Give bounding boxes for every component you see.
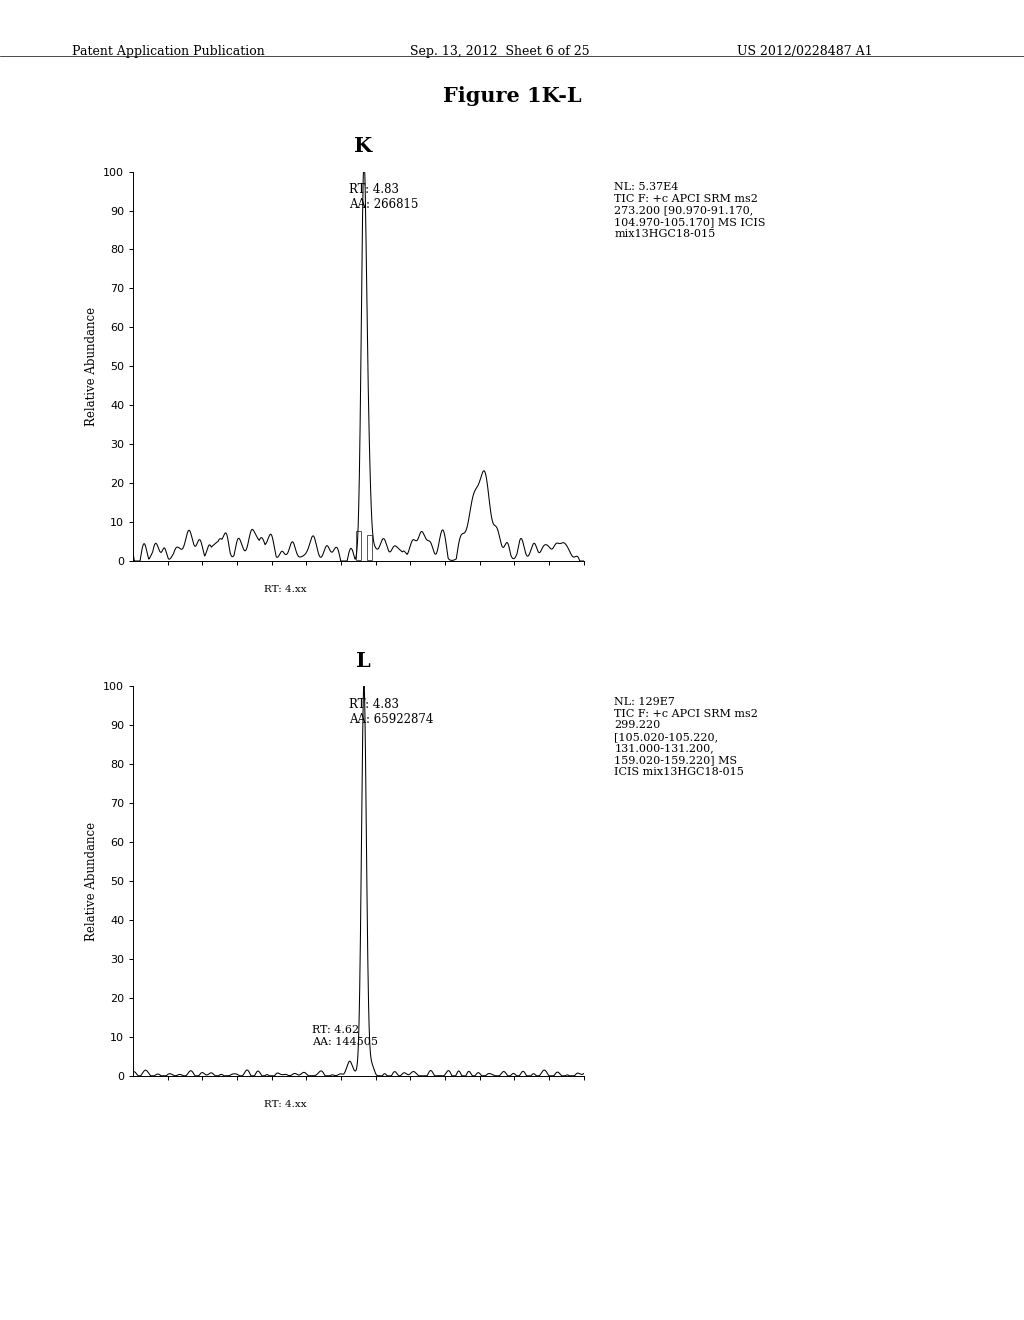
- Text: Patent Application Publication: Patent Application Publication: [72, 45, 264, 58]
- Text: K: K: [354, 136, 373, 156]
- Bar: [355, 531, 360, 560]
- Text: US 2012/0228487 A1: US 2012/0228487 A1: [737, 45, 872, 58]
- Text: NL: 129E7
TIC F: +c APCI SRM ms2
299.220
[105.020-105.220,
131.000-131.200,
159.: NL: 129E7 TIC F: +c APCI SRM ms2 299.220…: [614, 697, 759, 776]
- Text: L: L: [356, 651, 371, 671]
- Bar: [367, 535, 372, 560]
- Text: Figure 1K-L: Figure 1K-L: [442, 86, 582, 106]
- Text: RT: 4.83
AA: 266815: RT: 4.83 AA: 266815: [349, 183, 419, 211]
- Text: Sep. 13, 2012  Sheet 6 of 25: Sep. 13, 2012 Sheet 6 of 25: [410, 45, 589, 58]
- Y-axis label: Relative Abundance: Relative Abundance: [85, 306, 97, 426]
- Text: RT: 4.xx: RT: 4.xx: [264, 585, 307, 594]
- Text: NL: 5.37E4
TIC F: +c APCI SRM ms2
273.200 [90.970-91.170,
104.970-105.170] MS IC: NL: 5.37E4 TIC F: +c APCI SRM ms2 273.20…: [614, 182, 766, 239]
- Y-axis label: Relative Abundance: Relative Abundance: [85, 821, 97, 941]
- Text: RT: 4.xx: RT: 4.xx: [264, 1100, 307, 1109]
- Text: RT: 4.62
AA: 144505: RT: 4.62 AA: 144505: [312, 1026, 378, 1047]
- Text: RT: 4.83
AA: 65922874: RT: 4.83 AA: 65922874: [349, 698, 434, 726]
